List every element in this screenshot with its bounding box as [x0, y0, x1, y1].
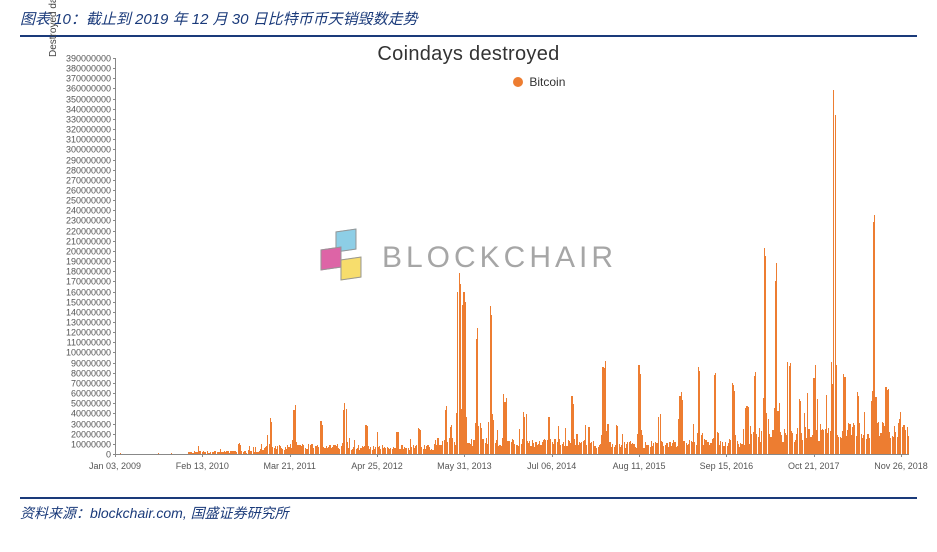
y-tick-label: 70000000: [71, 379, 111, 388]
x-tick-label: Oct 21, 2017: [788, 461, 840, 471]
y-tick-label: 160000000: [66, 288, 111, 297]
source-text: blockchair.com, 国盛证券研究所: [90, 505, 289, 521]
y-tick-label: 310000000: [66, 136, 111, 145]
y-tick-label: 90000000: [71, 359, 111, 368]
y-tick-label: 370000000: [66, 75, 111, 84]
plot-area: [115, 59, 909, 455]
x-axis-ticks: Jan 03, 2009Feb 13, 2010Mar 21, 2011Apr …: [115, 457, 909, 497]
x-tick-label: Apr 25, 2012: [351, 461, 403, 471]
x-tick-label: Mar 21, 2011: [263, 461, 315, 471]
y-tick-label: 80000000: [71, 369, 111, 378]
y-tick-label: 30000000: [71, 420, 111, 429]
figure-source: 资料来源：blockchair.com, 国盛证券研究所: [0, 501, 937, 531]
y-tick-label: 190000000: [66, 258, 111, 267]
y-tick-label: 360000000: [66, 85, 111, 94]
y-tick-label: 130000000: [66, 319, 111, 328]
y-tick-label: 390000000: [66, 55, 111, 64]
y-tick-label: 350000000: [66, 95, 111, 104]
x-tick-label: Jul 06, 2014: [527, 461, 576, 471]
y-tick-label: 220000000: [66, 227, 111, 236]
source-prefix: 资料来源：: [20, 505, 90, 521]
source-divider: [20, 497, 917, 499]
y-axis-ticks: 0100000002000000030000000400000005000000…: [58, 59, 113, 455]
y-tick-label: 140000000: [66, 308, 111, 317]
y-tick-label: 280000000: [66, 166, 111, 175]
y-tick-label: 300000000: [66, 146, 111, 155]
y-tick-label: 150000000: [66, 298, 111, 307]
y-tick-label: 230000000: [66, 217, 111, 226]
y-tick-label: 330000000: [66, 115, 111, 124]
y-axis-label: Destroyed days: [48, 0, 59, 57]
x-tick-label: Sep 15, 2016: [700, 461, 754, 471]
y-tick-label: 340000000: [66, 105, 111, 114]
y-tick-label: 110000000: [67, 339, 111, 348]
y-tick-label: 180000000: [66, 268, 111, 277]
y-tick-label: 240000000: [66, 207, 111, 216]
y-tick-label: 100000000: [66, 349, 111, 358]
y-tick-label: 260000000: [66, 187, 111, 196]
y-tick-label: 200000000: [66, 247, 111, 256]
y-tick-label: 290000000: [66, 156, 111, 165]
y-tick-label: 40000000: [71, 410, 111, 419]
x-tick-label: Aug 11, 2015: [613, 461, 666, 471]
y-tick-label: 50000000: [71, 400, 111, 409]
y-tick-label: 250000000: [66, 197, 111, 206]
y-tick-label: 380000000: [66, 65, 111, 74]
y-tick-label: 210000000: [66, 237, 111, 246]
y-tick-label: 60000000: [71, 390, 111, 399]
x-tick-label: Feb 13, 2010: [176, 461, 229, 471]
y-tick-label: 0: [106, 451, 111, 460]
y-tick-label: 10000000: [71, 440, 111, 449]
y-tick-label: 20000000: [71, 430, 111, 439]
x-tick-label: May 31, 2013: [437, 461, 492, 471]
y-tick-label: 270000000: [66, 176, 111, 185]
x-tick-label: Jan 03, 2009: [89, 461, 141, 471]
bar-series: [116, 59, 909, 454]
figure-caption: 图表 10：截止到 2019 年 12 月 30 日比特币币天销毁数走势: [0, 0, 937, 33]
y-tick-label: 320000000: [66, 126, 111, 135]
y-tick-label: 170000000: [66, 278, 111, 287]
x-tick-label: Nov 26, 2018: [874, 461, 928, 471]
y-tick-label: 120000000: [66, 329, 111, 338]
chart-container: Coindays destroyed Destroyed days Bitcoi…: [20, 37, 917, 497]
